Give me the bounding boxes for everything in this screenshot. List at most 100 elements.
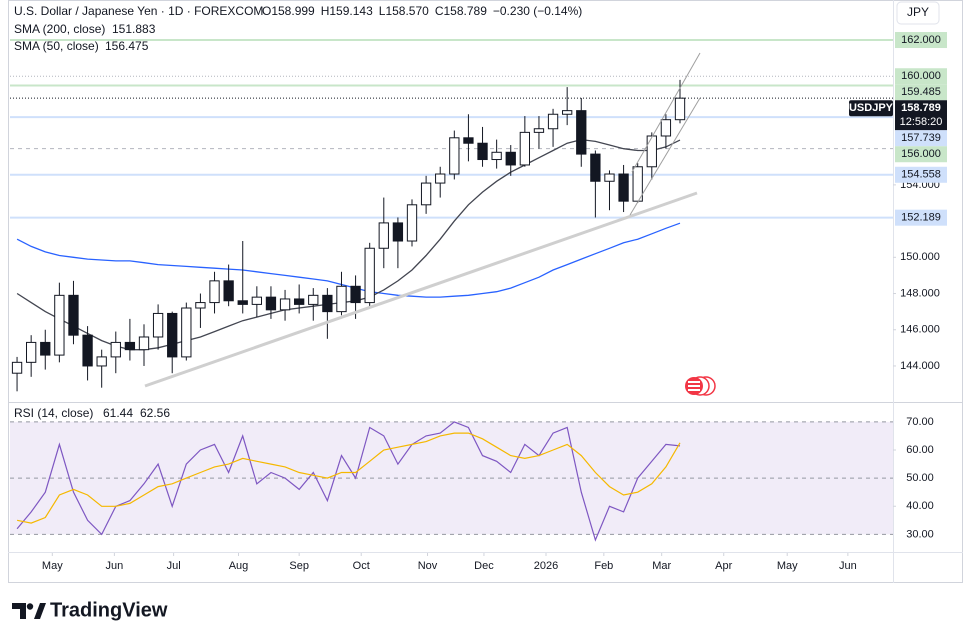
candle-body <box>463 137 474 144</box>
candle-body <box>505 151 516 166</box>
x-tick-label: Apr <box>715 560 732 572</box>
y-tick-label: 70.00 <box>906 416 934 428</box>
level-label-box <box>895 130 947 147</box>
level-label-box <box>895 84 947 101</box>
x-tick-label: May <box>777 560 798 572</box>
x-tick-label: Aug <box>229 560 249 572</box>
candle-body <box>54 294 65 356</box>
candle-body <box>646 135 657 168</box>
x-tick-label: Nov <box>418 560 438 572</box>
x-tick-label: Mar <box>652 560 671 572</box>
x-tick-label: Jun <box>106 560 124 572</box>
brand: TradingView <box>50 599 168 621</box>
candle-body <box>26 341 37 363</box>
candle-body <box>167 312 178 358</box>
currency-button[interactable] <box>896 1 940 25</box>
channel-upper <box>631 52 701 173</box>
symbol-box <box>849 100 893 117</box>
candle-body <box>96 356 107 367</box>
candle-body <box>68 294 79 336</box>
line-series <box>16 222 681 298</box>
sma-legend: SMA (200, close) <box>14 22 105 36</box>
last-price-label: 158.789 <box>901 102 941 114</box>
line-series <box>16 421 681 542</box>
candle-body <box>576 110 587 155</box>
candle-body <box>674 97 686 121</box>
symbol-title: U.S. Dollar / Japanese Yen · 1D · FOREXC… <box>14 4 263 18</box>
candle-body <box>294 298 305 305</box>
candle-body <box>491 151 502 161</box>
candle-body <box>420 182 432 206</box>
x-tick-label: Jul <box>167 560 181 572</box>
level-label-box <box>895 32 947 49</box>
candle-body <box>533 128 545 133</box>
level-label: 154.558 <box>901 169 941 181</box>
candle-body <box>378 222 389 249</box>
candle-body <box>406 204 418 242</box>
candle-body <box>604 173 615 182</box>
line-series <box>16 432 681 524</box>
candle-body <box>477 142 488 161</box>
x-tick-label: Oct <box>353 560 370 572</box>
y-tick-label: 146.000 <box>900 324 940 336</box>
x-tick-label: Jun <box>839 560 857 572</box>
ohlc-header: O158.999 H159.143 L158.570 C158.789 −0.230 (… <box>262 4 582 18</box>
sma-legend-value: 156.475 <box>105 39 149 53</box>
candle-body <box>237 300 248 305</box>
candle-body <box>40 341 51 356</box>
candle-body <box>124 341 136 351</box>
candle-body <box>82 334 93 367</box>
trendline <box>144 191 698 388</box>
level-label: 160.000 <box>901 70 941 82</box>
x-tick-label: May <box>42 560 63 572</box>
candle-body <box>547 113 559 130</box>
plot <box>10 39 896 556</box>
candle-body <box>618 173 629 202</box>
level-label: 157.739 <box>901 132 941 144</box>
level-label-box <box>895 166 947 183</box>
candle-body <box>660 119 672 137</box>
candle-body <box>265 296 277 311</box>
candle-body <box>322 294 333 313</box>
level-label-box <box>895 209 947 226</box>
candle-body <box>223 280 234 302</box>
x-tick-label: 2026 <box>534 560 558 572</box>
ohlc-value: C158.789 <box>435 4 487 18</box>
flag-icon <box>685 376 716 396</box>
y-tick-label: 40.00 <box>906 500 934 512</box>
symbol-label: USDJPY <box>849 102 894 114</box>
x-tick-label: Dec <box>474 560 494 572</box>
level-label: 152.189 <box>901 212 941 224</box>
currency[interactable]: JPY <box>907 5 929 19</box>
y-tick-label: 60.00 <box>906 444 934 456</box>
y-tick-label: 50.00 <box>906 472 934 484</box>
ohlc-value: H159.143 <box>321 4 373 18</box>
candle-body <box>308 294 319 305</box>
level-label: 159.485 <box>901 86 941 98</box>
rsi-legend-value: 61.44 <box>103 406 133 420</box>
sma-legend: SMA (50, close) <box>14 39 99 53</box>
candle-body <box>152 312 164 338</box>
y-tick-label: 144.000 <box>900 360 940 372</box>
candle-body <box>209 280 220 304</box>
y-tick-label: 148.000 <box>900 287 940 299</box>
level-label: 162.000 <box>901 34 941 46</box>
ohlc-value: −0.230 (−0.14%) <box>493 4 582 18</box>
candle-body <box>364 247 375 304</box>
candle-body <box>195 302 206 309</box>
y-tick-label: 30.00 <box>906 528 934 540</box>
level-label-box <box>895 146 947 163</box>
channel-lower <box>629 97 701 216</box>
candle-body <box>251 296 262 305</box>
candle-body <box>138 336 150 351</box>
candle-body <box>279 298 291 311</box>
sma-legend-value: 151.883 <box>112 22 156 36</box>
candle-body <box>435 173 446 184</box>
ohlc-value: O158.999 <box>262 4 315 18</box>
candle-body <box>392 222 404 242</box>
x-tick-label: Feb <box>594 560 613 572</box>
rsi-legend: RSI (14, close) <box>14 406 93 420</box>
candle-body <box>519 131 531 166</box>
candle-body <box>590 153 601 182</box>
